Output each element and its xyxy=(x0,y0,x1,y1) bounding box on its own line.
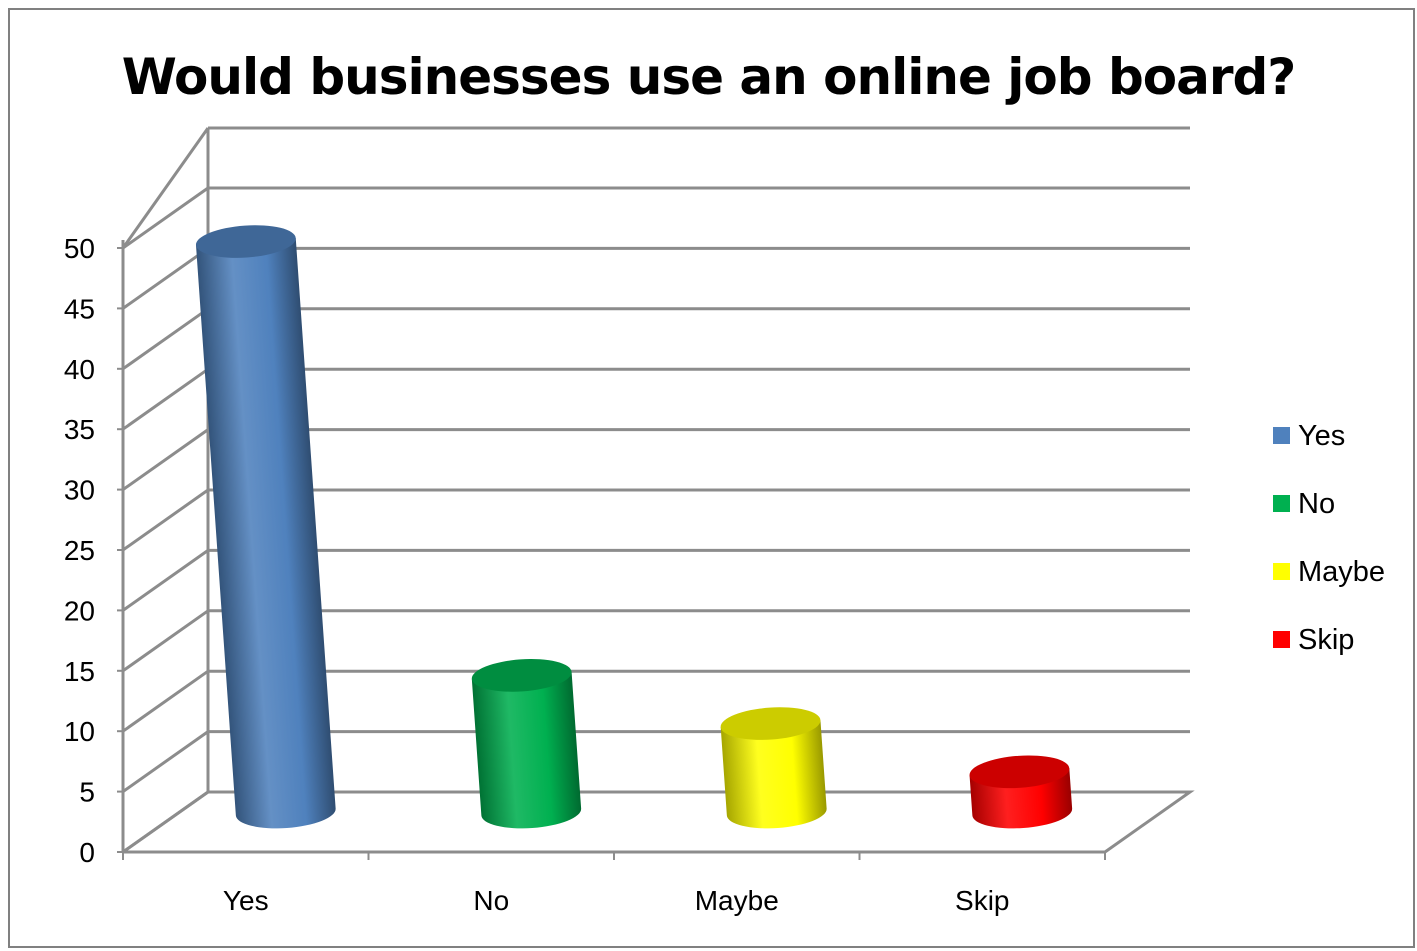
y-tick-label: 35 xyxy=(64,414,95,445)
gridline-side xyxy=(122,307,209,371)
y-tick-label: 0 xyxy=(79,837,95,868)
bar-top xyxy=(720,707,821,740)
legend-label: Skip xyxy=(1298,624,1354,656)
bar-maybe xyxy=(720,707,827,829)
y-tick-label: 30 xyxy=(64,475,95,506)
gridline-side xyxy=(122,790,209,854)
bar-top xyxy=(195,225,296,258)
axes xyxy=(117,240,1106,860)
bar-body xyxy=(195,238,336,829)
y-tick-label: 50 xyxy=(64,233,95,264)
legend-swatch xyxy=(1273,495,1290,512)
side-wall-top xyxy=(121,127,210,249)
x-tick-label: Maybe xyxy=(695,885,779,916)
bars xyxy=(195,225,1073,829)
gridline-side xyxy=(122,186,209,250)
bar-body xyxy=(720,720,827,829)
y-tick-labels: 0 5 10 15 20 25 30 35 40 45 50 xyxy=(64,233,95,868)
bar-top xyxy=(471,659,572,692)
y-tick-label: 20 xyxy=(64,595,95,626)
gridline-side xyxy=(122,549,209,612)
x-tick-labels: Yes No Maybe Skip xyxy=(223,885,1010,916)
gridline-side xyxy=(122,669,209,733)
legend-label: Maybe xyxy=(1298,556,1385,588)
legend-swatch xyxy=(1273,427,1290,444)
y-tick-label: 5 xyxy=(79,777,95,808)
y-tick-label: 40 xyxy=(64,354,95,385)
x-tick-label: No xyxy=(473,885,509,916)
legend-swatch xyxy=(1273,563,1290,580)
y-tick-label: 45 xyxy=(64,293,95,324)
bar-body xyxy=(471,671,582,829)
gridlines xyxy=(122,186,1190,854)
bar-top xyxy=(969,755,1070,789)
legend-label: No xyxy=(1298,488,1335,520)
legend-label: Yes xyxy=(1298,420,1345,452)
bar-skip xyxy=(969,755,1073,829)
y-tick-label: 25 xyxy=(64,535,95,566)
gridline-side xyxy=(122,367,209,431)
gridline-side xyxy=(122,488,209,552)
legend-swatch xyxy=(1273,631,1290,648)
y-tick-label: 10 xyxy=(64,716,95,747)
legend: Yes No Maybe Skip xyxy=(1273,420,1385,656)
x-tick-label: Skip xyxy=(955,885,1009,916)
y-tick-label: 15 xyxy=(64,656,95,687)
gridline-side xyxy=(122,609,209,673)
gridline-side xyxy=(122,428,209,491)
chart-title: Would businesses use an online job board… xyxy=(121,48,1297,106)
bar-yes xyxy=(195,225,336,829)
gridline-side xyxy=(122,730,209,793)
x-tick-label: Yes xyxy=(223,885,269,916)
gridline-side xyxy=(122,247,209,310)
bar-no xyxy=(471,659,582,829)
